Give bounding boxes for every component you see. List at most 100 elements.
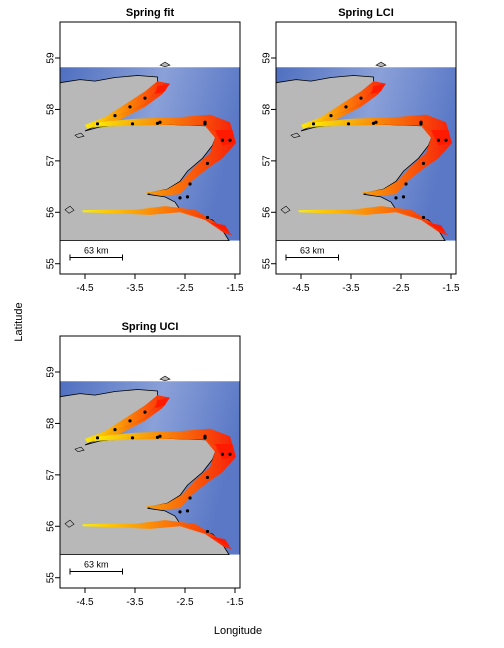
island bbox=[64, 519, 75, 528]
map-panel: Spring fit -4.5 -3.5 -2.5 -1.5 55 56 57 58 59 63 k… bbox=[46, 7, 244, 294]
survey-point bbox=[113, 114, 117, 118]
y-tick-label: 57 bbox=[46, 469, 57, 481]
fit-hotspot bbox=[155, 397, 169, 408]
map-panel: Spring UCI -4.5 -3.5 -2.5 -1.5 55 56 57 58 59 63 k… bbox=[46, 321, 244, 608]
fit-hotspot bbox=[210, 536, 230, 547]
x-tick-label: -1.5 bbox=[442, 283, 460, 294]
scale-bar-label: 63 km bbox=[300, 246, 325, 256]
x-tick-label: -4.5 bbox=[292, 283, 310, 294]
survey-point bbox=[311, 122, 316, 126]
panel-title: Spring UCI bbox=[122, 321, 179, 333]
island bbox=[280, 205, 291, 214]
fit-band bbox=[95, 114, 236, 196]
island bbox=[375, 61, 387, 68]
survey-point bbox=[128, 419, 132, 423]
y-tick-label: 57 bbox=[46, 155, 57, 167]
scale-bar-label: 63 km bbox=[84, 246, 109, 256]
survey-point bbox=[188, 182, 192, 186]
survey-point bbox=[394, 196, 398, 200]
plot-frame bbox=[59, 335, 241, 589]
survey-point bbox=[344, 105, 348, 109]
fit-hotspot bbox=[371, 83, 385, 94]
y-tick-label: 58 bbox=[46, 103, 57, 115]
survey-point bbox=[130, 122, 135, 126]
y-tick-label: 56 bbox=[46, 520, 57, 532]
survey-point bbox=[374, 120, 378, 124]
x-tick-label: -2.5 bbox=[176, 597, 194, 608]
survey-point bbox=[178, 196, 182, 200]
island bbox=[159, 375, 171, 382]
x-tick-label: -1.5 bbox=[226, 597, 244, 608]
survey-point bbox=[185, 195, 190, 199]
survey-point bbox=[329, 114, 333, 118]
survey-point bbox=[205, 529, 210, 534]
fit-band bbox=[82, 206, 233, 236]
map-panel: Spring LCI -4.5 -3.5 -2.5 -1.5 55 56 57 58 59 63 k… bbox=[262, 7, 460, 294]
survey-point bbox=[228, 452, 232, 456]
y-tick-label: 55 bbox=[262, 258, 273, 270]
survey-point bbox=[130, 436, 135, 440]
y-tick-label: 55 bbox=[46, 572, 57, 584]
survey-point bbox=[95, 436, 100, 440]
survey-point bbox=[203, 436, 207, 440]
plot-frame bbox=[275, 21, 457, 275]
survey-point bbox=[371, 121, 376, 125]
survey-point bbox=[359, 96, 363, 100]
x-tick-label: -2.5 bbox=[392, 283, 410, 294]
fit-band bbox=[301, 81, 386, 129]
fit-band bbox=[298, 206, 449, 236]
survey-point bbox=[95, 122, 100, 126]
survey-point bbox=[143, 96, 147, 100]
island bbox=[64, 205, 75, 214]
y-tick-label: 59 bbox=[46, 52, 57, 64]
x-tick-label: -3.5 bbox=[342, 283, 360, 294]
survey-point bbox=[205, 215, 210, 220]
y-tick-label: 59 bbox=[262, 52, 273, 64]
survey-point bbox=[155, 121, 160, 125]
survey-point bbox=[155, 435, 160, 439]
fit-hotspot bbox=[155, 83, 169, 94]
survey-point bbox=[113, 428, 117, 432]
x-tick-label: -3.5 bbox=[126, 597, 144, 608]
survey-point bbox=[188, 496, 192, 500]
survey-point bbox=[220, 138, 225, 142]
x-tick-label: -4.5 bbox=[76, 283, 94, 294]
fit-band bbox=[95, 428, 236, 510]
panel-title: Spring fit bbox=[126, 7, 175, 19]
x-tick-label: -3.5 bbox=[126, 283, 144, 294]
survey-point bbox=[158, 434, 162, 438]
fit-band bbox=[311, 114, 452, 196]
fit-band bbox=[85, 81, 170, 129]
survey-point bbox=[128, 105, 132, 109]
y-axis-label: Latitude bbox=[13, 302, 25, 341]
fit-band bbox=[85, 395, 170, 443]
y-tick-label: 58 bbox=[46, 417, 57, 429]
y-tick-label: 59 bbox=[46, 366, 57, 378]
survey-point bbox=[436, 138, 441, 142]
island bbox=[159, 61, 171, 68]
panel-title: Spring LCI bbox=[338, 7, 394, 19]
plot-frame bbox=[59, 21, 241, 275]
survey-point bbox=[404, 182, 408, 186]
island bbox=[290, 132, 301, 139]
survey-point bbox=[178, 510, 182, 514]
y-tick-label: 58 bbox=[262, 103, 273, 115]
x-tick-label: -4.5 bbox=[76, 597, 94, 608]
survey-point bbox=[205, 161, 210, 166]
fit-band bbox=[82, 520, 233, 550]
y-tick-label: 57 bbox=[262, 155, 273, 167]
x-tick-label: -2.5 bbox=[176, 283, 194, 294]
survey-point bbox=[346, 122, 351, 126]
island bbox=[74, 132, 85, 139]
fit-hotspot bbox=[210, 222, 230, 233]
y-tick-label: 55 bbox=[46, 258, 57, 270]
scale-bar-label: 63 km bbox=[84, 560, 109, 570]
survey-point bbox=[203, 122, 207, 126]
island bbox=[74, 446, 85, 453]
survey-point bbox=[421, 215, 426, 220]
survey-point bbox=[158, 120, 162, 124]
survey-point bbox=[401, 195, 406, 199]
survey-point bbox=[185, 509, 190, 513]
survey-point bbox=[419, 122, 423, 126]
